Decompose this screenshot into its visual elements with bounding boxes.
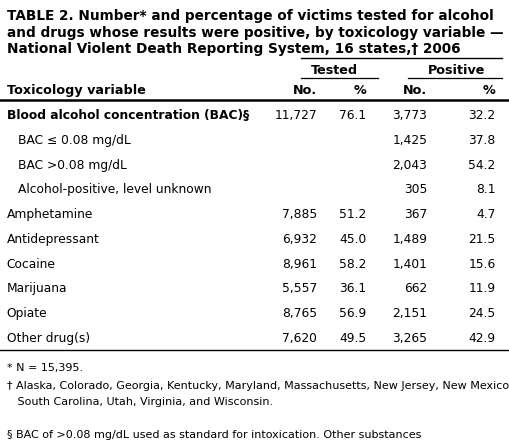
Text: 56.9: 56.9 xyxy=(338,307,365,320)
Text: 3,773: 3,773 xyxy=(392,109,427,122)
Text: Toxicology variable: Toxicology variable xyxy=(7,84,145,97)
Text: † Alaska, Colorado, Georgia, Kentucky, Maryland, Massachusetts, New Jersey, New : † Alaska, Colorado, Georgia, Kentucky, M… xyxy=(7,381,509,391)
Text: 42.9: 42.9 xyxy=(468,332,495,344)
Text: 11,727: 11,727 xyxy=(274,109,317,122)
Text: 1,401: 1,401 xyxy=(392,258,427,270)
Text: 7,620: 7,620 xyxy=(282,332,317,344)
Text: 367: 367 xyxy=(403,208,427,221)
Text: No.: No. xyxy=(293,84,317,97)
Text: 2,151: 2,151 xyxy=(391,307,427,320)
Text: Amphetamine: Amphetamine xyxy=(7,208,93,221)
Text: Opiate: Opiate xyxy=(7,307,47,320)
Text: 5,557: 5,557 xyxy=(281,282,317,295)
Text: 37.8: 37.8 xyxy=(468,134,495,147)
Text: 54.2: 54.2 xyxy=(468,159,495,172)
Text: 15.6: 15.6 xyxy=(468,258,495,270)
Text: 36.1: 36.1 xyxy=(338,282,365,295)
Text: %: % xyxy=(482,84,495,97)
Text: No.: No. xyxy=(403,84,427,97)
Text: 7,885: 7,885 xyxy=(281,208,317,221)
Text: and drugs whose results were positive, by toxicology variable —: and drugs whose results were positive, b… xyxy=(7,26,502,40)
Text: 305: 305 xyxy=(403,183,427,196)
Text: Marijuana: Marijuana xyxy=(7,282,67,295)
Text: 3,265: 3,265 xyxy=(391,332,427,344)
Text: Positive: Positive xyxy=(427,64,484,76)
Text: South Carolina, Utah, Virginia, and Wisconsin.: South Carolina, Utah, Virginia, and Wisc… xyxy=(7,397,272,407)
Text: %: % xyxy=(353,84,365,97)
Text: 24.5: 24.5 xyxy=(468,307,495,320)
Text: 21.5: 21.5 xyxy=(468,233,495,246)
Text: § BAC of >0.08 mg/dL used as standard for intoxication. Other substances: § BAC of >0.08 mg/dL used as standard fo… xyxy=(7,430,420,441)
Text: Cocaine: Cocaine xyxy=(7,258,55,270)
Text: 6,932: 6,932 xyxy=(282,233,317,246)
Text: 4.7: 4.7 xyxy=(475,208,495,221)
Text: Tested: Tested xyxy=(310,64,357,76)
Text: TABLE 2. Number* and percentage of victims tested for alcohol: TABLE 2. Number* and percentage of victi… xyxy=(7,9,492,23)
Text: 76.1: 76.1 xyxy=(338,109,365,122)
Text: 51.2: 51.2 xyxy=(338,208,365,221)
Text: 11.9: 11.9 xyxy=(468,282,495,295)
Text: Other drug(s): Other drug(s) xyxy=(7,332,90,344)
Text: 45.0: 45.0 xyxy=(338,233,365,246)
Text: 49.5: 49.5 xyxy=(338,332,365,344)
Text: Blood alcohol concentration (BAC)§: Blood alcohol concentration (BAC)§ xyxy=(7,109,248,122)
Text: 8,961: 8,961 xyxy=(281,258,317,270)
Text: 8.1: 8.1 xyxy=(475,183,495,196)
Text: 1,425: 1,425 xyxy=(391,134,427,147)
Text: 1,489: 1,489 xyxy=(391,233,427,246)
Text: Antidepressant: Antidepressant xyxy=(7,233,99,246)
Text: 32.2: 32.2 xyxy=(468,109,495,122)
Text: Alcohol-positive, level unknown: Alcohol-positive, level unknown xyxy=(18,183,211,196)
Text: BAC >0.08 mg/dL: BAC >0.08 mg/dL xyxy=(18,159,126,172)
Text: * N = 15,395.: * N = 15,395. xyxy=(7,363,82,374)
Text: 8,765: 8,765 xyxy=(281,307,317,320)
Text: National Violent Death Reporting System, 16 states,† 2006: National Violent Death Reporting System,… xyxy=(7,42,459,56)
Text: 58.2: 58.2 xyxy=(338,258,365,270)
Text: 662: 662 xyxy=(403,282,427,295)
Text: 2,043: 2,043 xyxy=(392,159,427,172)
Text: BAC ≤ 0.08 mg/dL: BAC ≤ 0.08 mg/dL xyxy=(18,134,130,147)
